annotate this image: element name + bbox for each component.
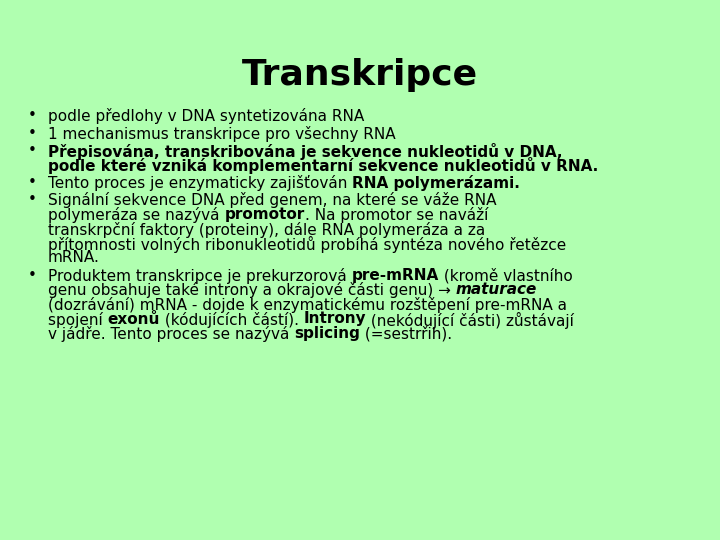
- Text: Produktem transkripce je prekurzorová: Produktem transkripce je prekurzorová: [48, 268, 351, 284]
- Text: maturace: maturace: [456, 282, 537, 298]
- Text: polymeráza se nazývá: polymeráza se nazývá: [48, 207, 225, 223]
- Text: Introny: Introny: [304, 312, 366, 327]
- Text: Transkripce: Transkripce: [242, 58, 478, 92]
- Text: (kódujících částí).: (kódujících částí).: [160, 312, 304, 327]
- Text: podle které vzniká komplementarní sekvence nukleotidů v RNA.: podle které vzniká komplementarní sekven…: [48, 158, 598, 174]
- Text: •: •: [28, 175, 37, 190]
- Text: mRNA.: mRNA.: [48, 251, 100, 266]
- Text: pre-mRNA: pre-mRNA: [351, 268, 439, 283]
- Text: 1 mechanismus transkripce pro všechny RNA: 1 mechanismus transkripce pro všechny RN…: [48, 125, 395, 141]
- Text: RNA polymerázami.: RNA polymerázami.: [352, 175, 520, 191]
- Text: spojení: spojení: [48, 312, 107, 327]
- Text: Signální sekvence DNA před genem, na které se váže RNA: Signální sekvence DNA před genem, na kte…: [48, 192, 497, 208]
- Text: (dozrávání) mRNA - dojde k enzymatickému rozštěpení pre-mRNA a: (dozrávání) mRNA - dojde k enzymatickému…: [48, 297, 567, 313]
- Text: •: •: [28, 108, 37, 123]
- Text: přítomnosti volných ribonukleotidů probíhá syntéza nového řetězce: přítomnosti volných ribonukleotidů probí…: [48, 236, 566, 253]
- Text: transkrpční faktory (proteiny), dále RNA polymeráza a za: transkrpční faktory (proteiny), dále RNA…: [48, 221, 485, 238]
- Text: splicing: splicing: [294, 326, 360, 341]
- Text: v jádře. Tento proces se nazývá: v jádře. Tento proces se nazývá: [48, 326, 294, 342]
- Text: (=sestrřih).: (=sestrřih).: [360, 326, 452, 341]
- Text: podle předlohy v DNA syntetizována RNA: podle předlohy v DNA syntetizována RNA: [48, 108, 364, 124]
- Text: Tento proces je enzymaticky zajišťován: Tento proces je enzymaticky zajišťován: [48, 175, 352, 191]
- Text: Přepisována, transkribována je sekvence nukleotidů v DNA,: Přepisována, transkribována je sekvence …: [48, 143, 562, 160]
- Text: promotor: promotor: [225, 207, 305, 222]
- Text: •: •: [28, 125, 37, 140]
- Text: •: •: [28, 143, 37, 158]
- Text: exonů: exonů: [107, 312, 160, 327]
- Text: (kromě vlastního: (kromě vlastního: [439, 268, 572, 284]
- Text: •: •: [28, 268, 37, 283]
- Text: . Na promotor se naváží: . Na promotor se naváží: [305, 207, 488, 223]
- Text: •: •: [28, 192, 37, 207]
- Text: (nekódující části) zůstávají: (nekódující části) zůstávají: [366, 312, 575, 328]
- Text: genu obsahuje také introny a okrajové části genu) →: genu obsahuje také introny a okrajové čá…: [48, 282, 456, 299]
